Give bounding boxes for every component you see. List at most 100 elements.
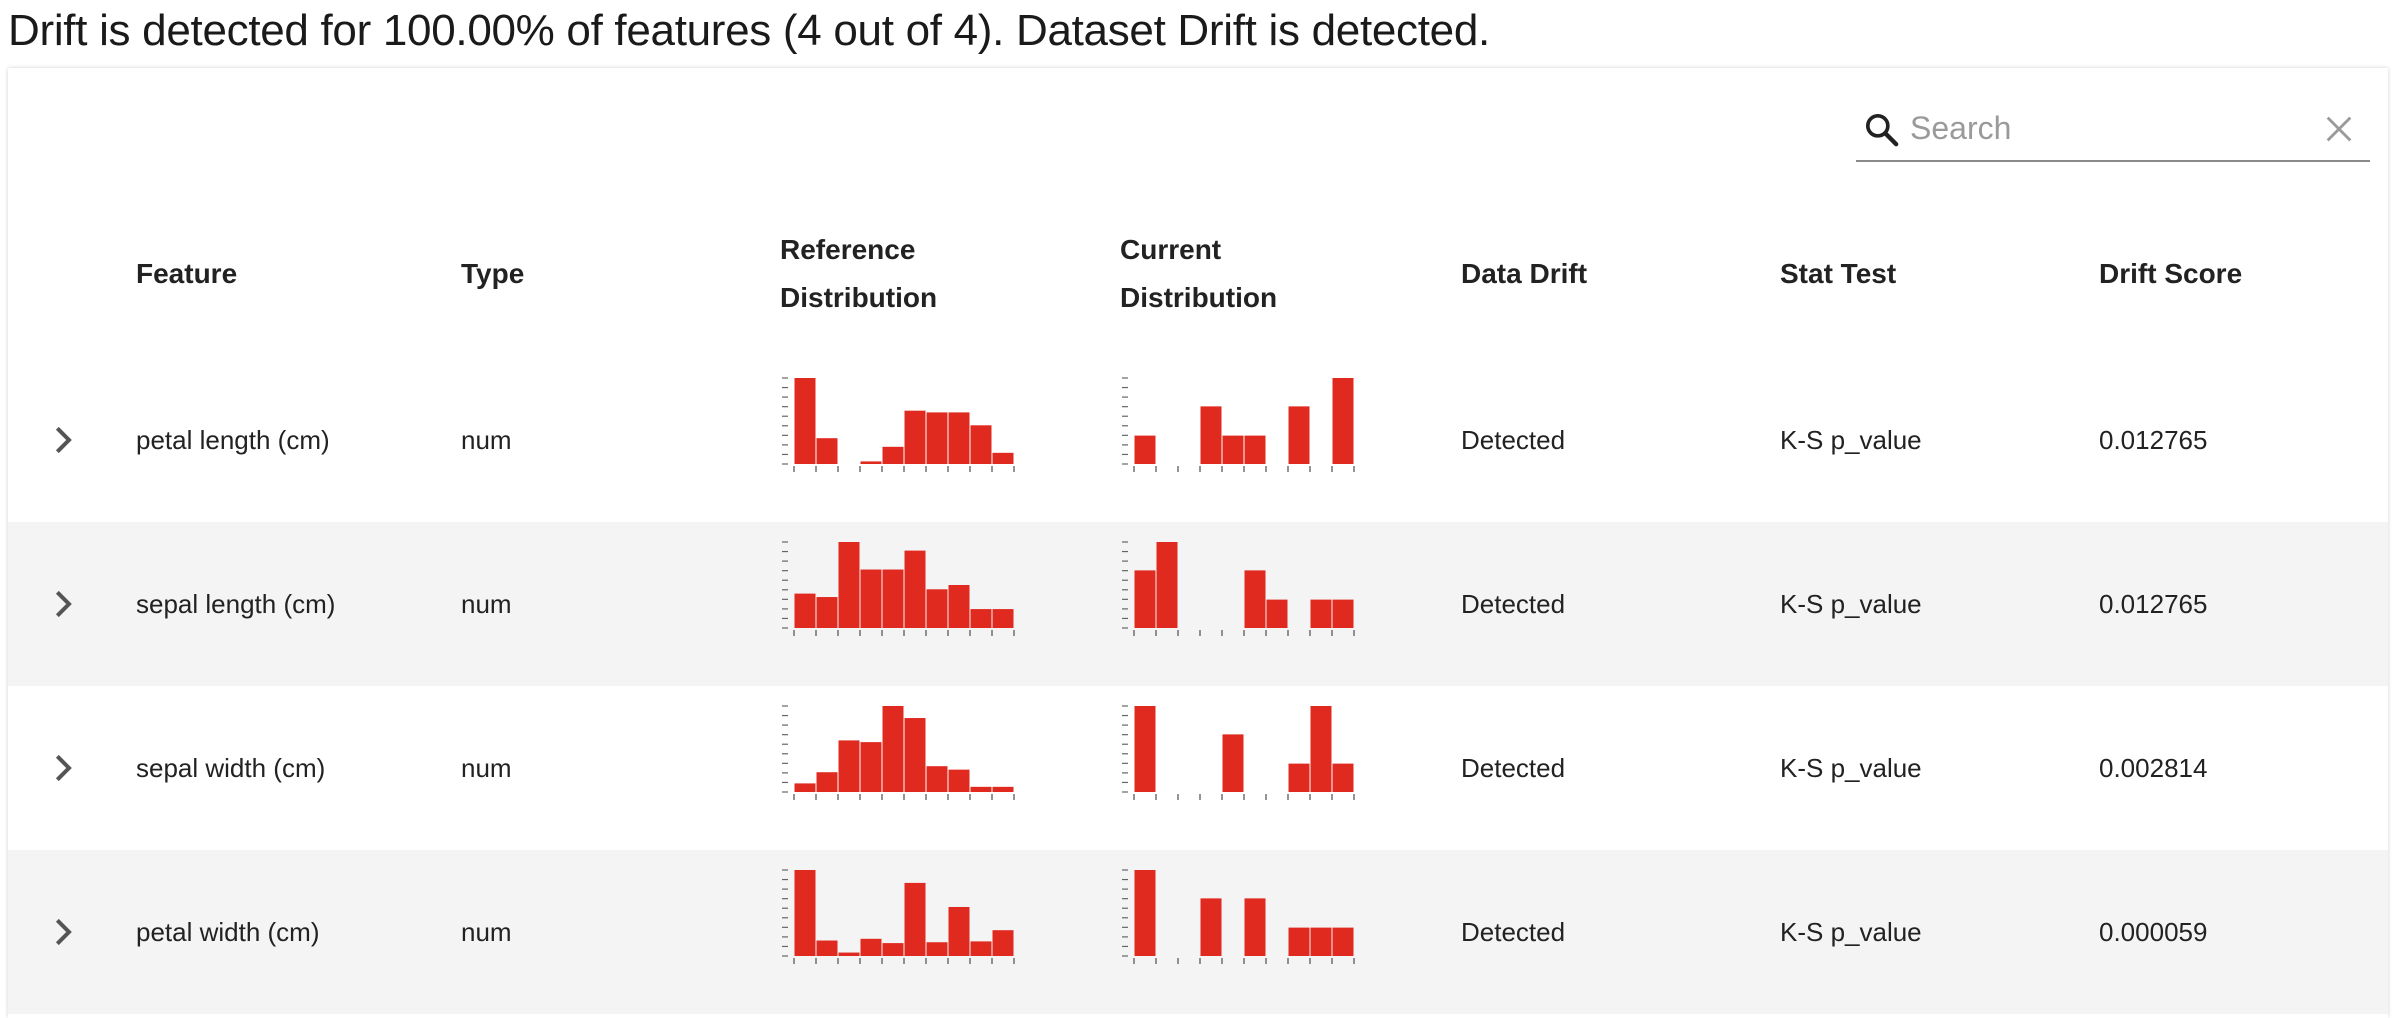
stat-test: K-S p_value (1780, 752, 1922, 783)
histogram-bar (1332, 378, 1354, 464)
histogram-bar (948, 585, 970, 628)
chevron-right-icon[interactable] (44, 748, 84, 788)
histogram-bar (948, 906, 970, 956)
chevron-right-icon[interactable] (44, 912, 84, 952)
feature-type: num (461, 424, 512, 455)
histogram-bar (992, 452, 1014, 464)
stat-test: K-S p_value (1780, 588, 1922, 619)
histogram-bar (1244, 898, 1266, 956)
search-icon (1866, 114, 1899, 147)
header-reference-line1: Reference (780, 234, 916, 265)
histogram-bar (904, 550, 926, 628)
histogram-bar (860, 461, 882, 464)
histogram-bar (1310, 927, 1332, 956)
data-drift-status: Detected (1461, 916, 1566, 947)
histogram-bar (838, 740, 860, 792)
data-drift-status: Detected (1461, 424, 1566, 455)
histogram-bar (926, 942, 948, 956)
feature-name: petal length (cm) (136, 424, 330, 455)
histogram-bar (882, 706, 904, 792)
header-type[interactable]: Type (461, 258, 525, 289)
histogram-bar (1134, 435, 1156, 464)
histogram-bar (1310, 706, 1332, 792)
header-data-drift[interactable]: Data Drift (1461, 258, 1588, 289)
histogram-bar (1222, 734, 1244, 792)
drift-score: 0.000059 (2099, 916, 2208, 947)
current-histogram (1122, 541, 1355, 636)
histogram-bar (794, 783, 816, 792)
histogram-bar (1288, 406, 1310, 464)
histogram-bar (1134, 870, 1156, 956)
histogram-bar (992, 930, 1014, 956)
drift-table-card: Feature Type Reference Distribution Curr… (8, 68, 2388, 1018)
reference-histogram (782, 377, 1015, 472)
table-row[interactable]: sepal width (cm) num Detected K-S p_valu… (8, 686, 2388, 850)
histogram-bar (860, 742, 882, 792)
histogram-bar (1200, 898, 1222, 956)
feature-type: num (461, 752, 512, 783)
current-histogram (1122, 377, 1355, 472)
histogram-bar (1134, 706, 1156, 792)
histogram-bar (970, 786, 992, 792)
histogram-bar (838, 952, 860, 956)
histogram-bar (992, 609, 1014, 628)
reference-histogram (782, 705, 1015, 800)
header-feature[interactable]: Feature (136, 258, 238, 289)
chevron-right-icon[interactable] (44, 420, 84, 460)
histogram-bar (816, 438, 838, 464)
header-stat-test[interactable]: Stat Test (1780, 258, 1897, 289)
histogram-bar (838, 542, 860, 628)
drift-score: 0.012765 (2099, 424, 2208, 455)
feature-type: num (461, 588, 512, 619)
histogram-bar (904, 882, 926, 956)
histogram-bar (1332, 927, 1354, 956)
header-current-line1: Current (1120, 234, 1222, 265)
histogram-bar (1200, 406, 1222, 464)
histogram-bar (970, 609, 992, 628)
histogram-bar (1134, 570, 1156, 628)
histogram-bar (794, 378, 816, 464)
table-row[interactable]: petal length (cm) num Detected K-S p_val… (8, 358, 2388, 522)
histogram-bar (794, 870, 816, 956)
histogram-bar (904, 718, 926, 792)
histogram-bar (926, 766, 948, 792)
feature-name: sepal length (cm) (136, 588, 336, 619)
search-input[interactable] (1910, 106, 2310, 150)
stat-test: K-S p_value (1780, 916, 1922, 947)
histogram-bar (794, 593, 816, 628)
table-row[interactable]: sepal length (cm) num Detected K-S p_val… (8, 522, 2388, 686)
histogram-bar (1266, 599, 1288, 628)
histogram-bar (816, 597, 838, 628)
table-row[interactable]: petal width (cm) num Detected K-S p_valu… (8, 850, 2388, 1014)
histogram-bar (926, 412, 948, 464)
histogram-bar (1244, 570, 1266, 628)
reference-histogram (782, 869, 1015, 964)
header-drift-score[interactable]: Drift Score (2099, 258, 2243, 289)
histogram-bar (970, 425, 992, 464)
data-drift-status: Detected (1461, 588, 1566, 619)
histogram-bar (882, 943, 904, 956)
histogram-bar (1288, 927, 1310, 956)
histogram-bar (970, 941, 992, 956)
reference-histogram (782, 541, 1015, 636)
histogram-bar (860, 938, 882, 956)
histogram-bar (1222, 435, 1244, 464)
data-drift-status: Detected (1461, 752, 1566, 783)
header-reference-line2: Distribution (780, 282, 938, 313)
histogram-bar (1332, 599, 1354, 628)
histogram-bar (904, 410, 926, 464)
histogram-bar (1288, 763, 1310, 792)
feature-name: sepal width (cm) (136, 752, 326, 783)
drift-score: 0.002814 (2099, 752, 2208, 783)
histogram-bar (948, 412, 970, 464)
histogram-bar (1156, 542, 1178, 628)
header-current-distribution: Current Distribution (1120, 226, 1277, 322)
histogram-bar (948, 769, 970, 792)
histogram-bar (816, 940, 838, 956)
close-icon[interactable] (2322, 112, 2356, 146)
histogram-bar (882, 446, 904, 464)
chevron-right-icon[interactable] (44, 584, 84, 624)
histogram-bar (816, 772, 838, 792)
histogram-bar (992, 786, 1014, 792)
search-box (1856, 98, 2370, 162)
